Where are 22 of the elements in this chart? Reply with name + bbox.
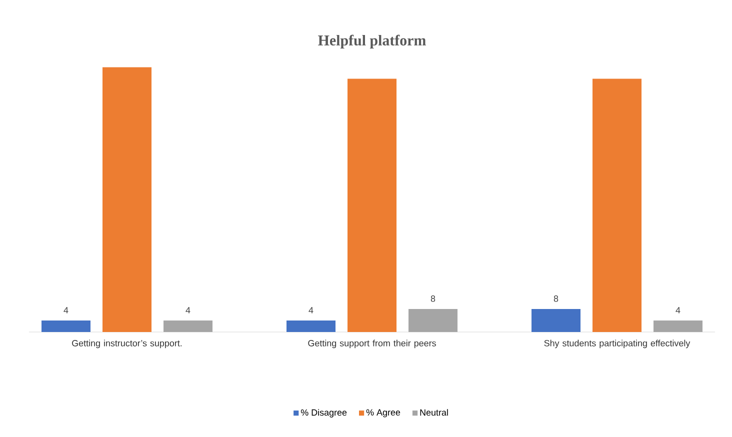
data-label: 4 [676, 307, 680, 314]
bar [408, 308, 458, 332]
bar [654, 320, 703, 332]
bar [348, 78, 397, 332]
legend-label: % Disagree [300, 409, 347, 418]
bar [286, 320, 336, 332]
x-tick-label: Shy students participating effectively [544, 340, 690, 348]
bar [164, 320, 213, 332]
x-tick-label: Getting instructor’s support. [72, 340, 182, 348]
bar [532, 308, 581, 332]
bar [592, 78, 642, 332]
data-label: 4 [186, 307, 190, 314]
legend-label: % Agree [366, 409, 400, 418]
data-label: 4 [64, 307, 68, 314]
bar [42, 320, 90, 332]
data-label: 8 [554, 295, 558, 302]
data-label: 8 [430, 295, 436, 302]
x-tick-label: Getting support from their peers [308, 340, 436, 348]
bar [102, 67, 152, 332]
legend-label: Neutral [420, 409, 448, 416]
chart-title: Helpful platform [318, 34, 426, 49]
data-label: 4 [308, 307, 314, 314]
